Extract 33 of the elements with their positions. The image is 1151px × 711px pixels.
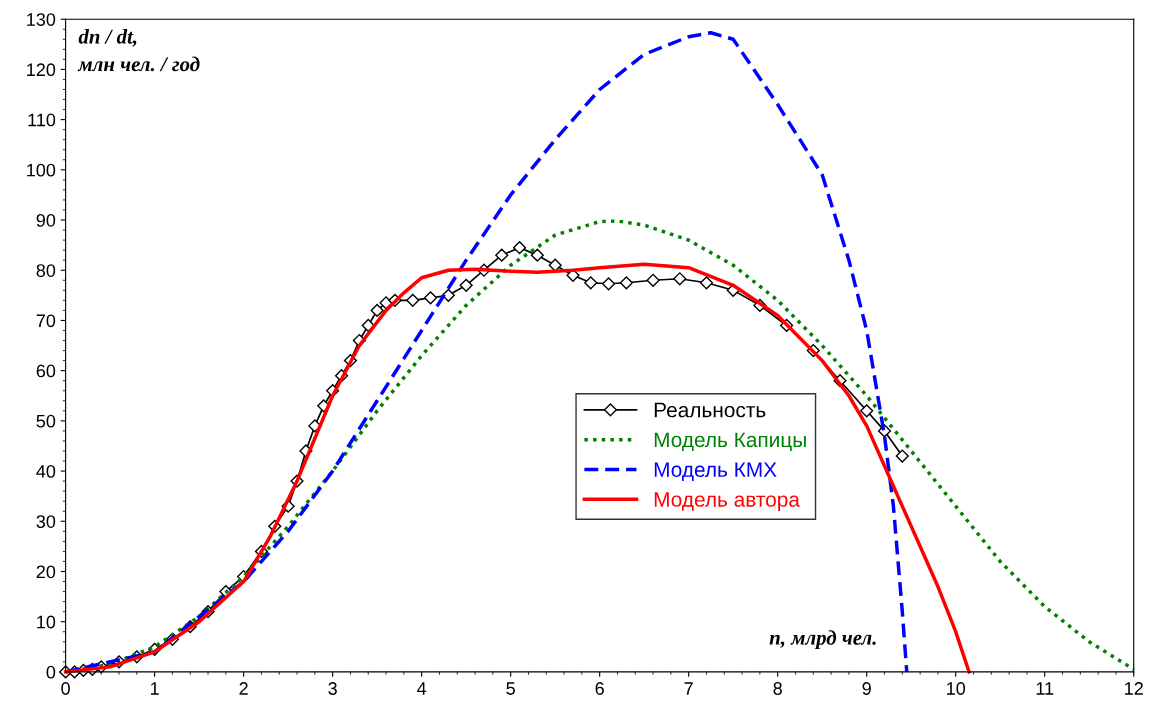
x-tick-label: 9 — [862, 682, 871, 695]
y-tick-label: 130 — [27, 13, 56, 26]
y-tick-label: 90 — [36, 213, 56, 227]
x-tick-label: 0 — [61, 682, 70, 695]
y-tick-label: 100 — [27, 163, 56, 177]
y-tick-label: 50 — [36, 414, 56, 428]
x-tick-label: 7 — [684, 682, 693, 695]
x-tick-label: 11 — [1036, 682, 1054, 695]
x-tick-label: 1 — [150, 682, 159, 695]
y-tick-label: 110 — [28, 113, 56, 127]
legend-label: Реальность — [654, 402, 766, 418]
x-tick-label: 6 — [595, 682, 604, 695]
y-tick-label: 30 — [36, 515, 56, 528]
y-tick-label: 10 — [37, 615, 56, 629]
x-axis-title: n, млрд чел. — [769, 630, 876, 650]
y-axis-title: dn / dt, млн чел. / год — [77, 28, 200, 72]
y-tick-label: 80 — [36, 264, 56, 277]
y-tick-label: 60 — [36, 364, 56, 378]
legend-label: Модель КМХ — [654, 462, 777, 481]
y-tick-label: 120 — [27, 63, 56, 77]
legend-label: Модель Капицы — [654, 432, 806, 452]
x-tick-label: 3 — [328, 682, 337, 695]
x-tick-label: 5 — [506, 682, 515, 695]
y-tick-label: 20 — [36, 565, 56, 579]
x-tick-label: 8 — [773, 682, 782, 695]
y-tick-label: 40 — [36, 465, 56, 478]
y-tick-label: 70 — [36, 314, 56, 328]
x-tick-label: 10 — [947, 682, 966, 695]
y-tick-label: 0 — [46, 665, 56, 679]
x-tick-label: 4 — [417, 682, 427, 695]
x-tick-label: 12 — [1125, 682, 1143, 695]
legend-label: Модель автора — [654, 492, 800, 511]
x-tick-label: 2 — [239, 682, 248, 695]
